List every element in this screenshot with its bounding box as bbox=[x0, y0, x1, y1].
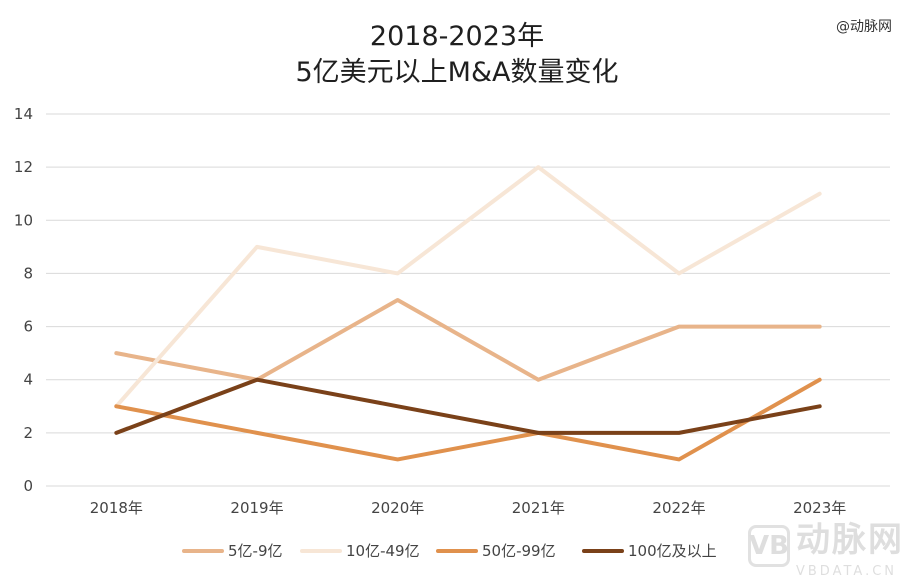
series-line-1 bbox=[114, 298, 822, 382]
x-tick-label: 2018年 bbox=[90, 499, 143, 517]
legend-label-1: 5亿-9亿 bbox=[228, 542, 283, 560]
y-tick-label: 14 bbox=[14, 105, 33, 123]
x-tick-label: 2020年 bbox=[371, 499, 424, 517]
series-line-2 bbox=[114, 165, 822, 409]
y-tick-label: 0 bbox=[23, 477, 33, 495]
x-tick-label: 2019年 bbox=[230, 499, 283, 517]
x-tick-label: 2021年 bbox=[512, 499, 565, 517]
legend-label-3: 50亿-99亿 bbox=[482, 542, 556, 560]
x-tick-label: 2023年 bbox=[793, 499, 846, 517]
brand-label: @动脉网 bbox=[836, 19, 892, 35]
series-line-4 bbox=[114, 377, 822, 435]
series-line-3 bbox=[114, 377, 822, 462]
watermark-en: VBDATA.CN bbox=[796, 564, 898, 579]
watermark-logo-icon: VB bbox=[748, 524, 790, 567]
y-tick-label: 10 bbox=[14, 211, 33, 229]
chart-title-line-1: 2018-2023年 bbox=[369, 21, 545, 52]
x-tick-label: 2022年 bbox=[652, 499, 705, 517]
watermark-cn: 动脉网 bbox=[796, 520, 904, 560]
chart-title-line-2: 5亿美元以上M&A数量变化 bbox=[295, 57, 619, 88]
legend-label-4: 100亿及以上 bbox=[628, 542, 717, 560]
y-tick-label: 2 bbox=[23, 424, 33, 442]
y-tick-label: 6 bbox=[23, 318, 33, 336]
watermark: VB 动脉网 VBDATA.CN bbox=[748, 512, 904, 579]
y-tick-label: 8 bbox=[23, 264, 33, 282]
legend-label-2: 10亿-49亿 bbox=[346, 542, 420, 560]
y-tick-label: 4 bbox=[23, 371, 33, 389]
y-tick-label: 12 bbox=[14, 158, 33, 176]
